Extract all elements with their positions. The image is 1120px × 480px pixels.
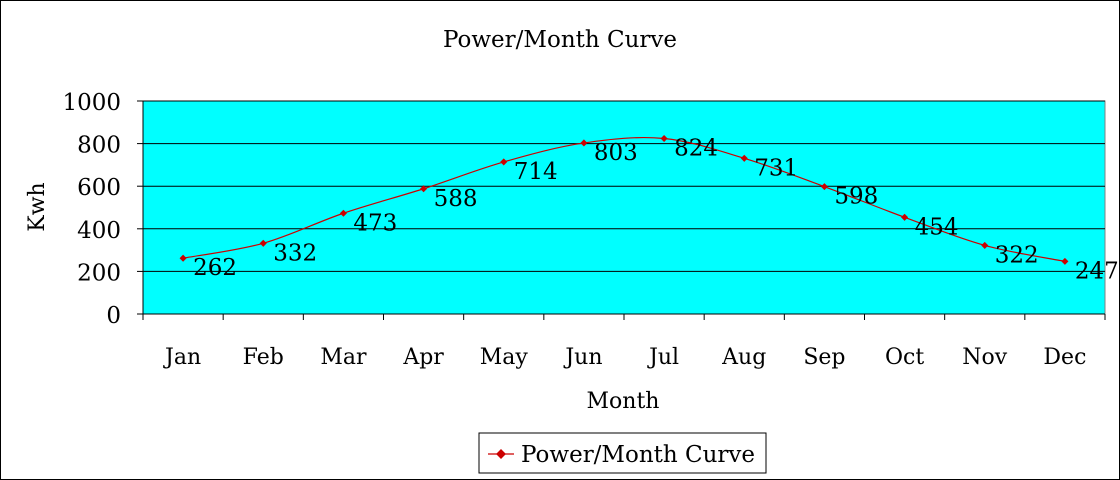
y-axis-label: Kwh bbox=[25, 182, 50, 231]
y-tick-label: 0 bbox=[106, 303, 121, 329]
x-tick-label: Jul bbox=[647, 345, 679, 370]
x-axis-label: Month bbox=[587, 389, 660, 414]
y-tick-label: 800 bbox=[77, 133, 121, 159]
data-label: 588 bbox=[434, 186, 478, 212]
data-point bbox=[580, 139, 588, 147]
x-tick-label: Oct bbox=[885, 345, 924, 370]
x-tick-label: Aug bbox=[721, 345, 766, 370]
y-tick-label: 1000 bbox=[62, 90, 121, 116]
x-tick-label: Apr bbox=[402, 345, 444, 370]
y-tick-label: 400 bbox=[77, 218, 121, 244]
data-label: 262 bbox=[193, 255, 237, 281]
x-tick-label: Sep bbox=[803, 345, 845, 370]
data-label: 322 bbox=[995, 242, 1039, 268]
x-tick-label: Feb bbox=[243, 345, 284, 370]
data-label: 731 bbox=[754, 155, 798, 181]
x-tick-label: Jan bbox=[163, 345, 201, 370]
data-point bbox=[339, 209, 347, 217]
series-line bbox=[182, 136, 1066, 262]
x-tick-label: Mar bbox=[320, 345, 367, 370]
data-point bbox=[259, 239, 267, 247]
data-label: 473 bbox=[353, 210, 397, 236]
data-label: 332 bbox=[273, 240, 317, 266]
legend-label: Power/Month Curve bbox=[521, 442, 755, 468]
x-tick-label: Nov bbox=[962, 345, 1007, 370]
x-axis-tick-labels: Jan Feb Mar Apr May Jun Jul Aug Sep Oct Nov Dec bbox=[142, 314, 1106, 370]
x-tick-label: Jun bbox=[563, 345, 602, 370]
x-tick-label: Dec bbox=[1043, 345, 1086, 370]
data-point bbox=[820, 183, 828, 191]
data-point bbox=[901, 213, 909, 221]
x-tick-label: May bbox=[480, 345, 529, 370]
data-label: 454 bbox=[915, 214, 959, 240]
legend-marker bbox=[496, 449, 506, 459]
legend: Power/Month Curve bbox=[478, 432, 767, 474]
data-point bbox=[179, 254, 187, 262]
series-power-month: 262 332 473 588 714 803 824 731 598 454 322 247 bbox=[179, 134, 1119, 284]
data-label: 598 bbox=[834, 184, 878, 210]
chart-title: Power/Month Curve bbox=[443, 27, 677, 53]
data-label: 803 bbox=[594, 140, 638, 166]
legend-box bbox=[478, 432, 767, 474]
data-label: 247 bbox=[1075, 258, 1119, 284]
data-label: 824 bbox=[674, 135, 718, 161]
y-tick-label: 200 bbox=[77, 260, 121, 286]
data-point bbox=[660, 134, 668, 143]
data-point bbox=[740, 154, 748, 162]
plot-area bbox=[142, 100, 1106, 315]
y-tick-label: 600 bbox=[77, 175, 121, 201]
y-axis-tick-labels: 0 200 400 600 800 1000 bbox=[62, 90, 143, 329]
data-point bbox=[500, 158, 508, 166]
data-point bbox=[981, 241, 989, 249]
data-point bbox=[420, 185, 428, 193]
data-label: 714 bbox=[514, 159, 558, 185]
